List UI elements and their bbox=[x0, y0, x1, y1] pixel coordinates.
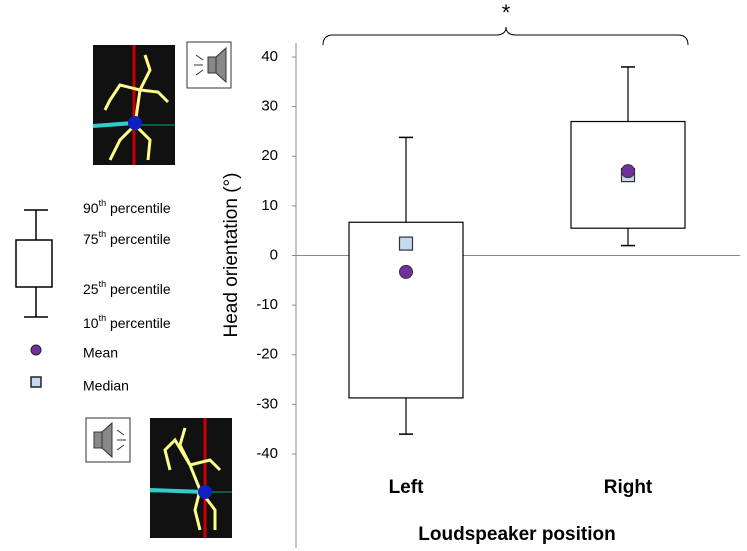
legend-label: Median bbox=[83, 378, 129, 394]
y-tick-label: 40 bbox=[261, 48, 278, 65]
mean-marker bbox=[399, 264, 413, 279]
legend-label: 25th percentile bbox=[83, 279, 171, 296]
skeleton-image-bottom bbox=[149, 418, 232, 538]
x-tick-label: Right bbox=[604, 477, 653, 498]
x-axis-label: Loudspeaker position bbox=[418, 524, 615, 545]
legend-mean-marker bbox=[30, 344, 42, 356]
y-tick-label: 0 bbox=[270, 246, 278, 263]
legend-label: 90th percentile bbox=[83, 198, 171, 215]
y-tick-label: -40 bbox=[256, 445, 278, 462]
skeleton-image-top bbox=[92, 45, 175, 165]
y-tick-label: 20 bbox=[261, 147, 278, 164]
legend-median-marker bbox=[30, 376, 42, 388]
legend-label: 75th percentile bbox=[83, 229, 171, 246]
y-tick-label: 30 bbox=[261, 98, 278, 115]
y-tick-label: -20 bbox=[256, 346, 278, 363]
speaker-icon-left bbox=[85, 417, 131, 463]
legend-label: Mean bbox=[83, 345, 118, 361]
y-axis-label: Head orientation (°) bbox=[221, 173, 242, 338]
significance-marker: * bbox=[502, 0, 511, 25]
y-tick-label: -10 bbox=[256, 296, 278, 313]
median-marker bbox=[398, 236, 414, 251]
legend-label: 10th percentile bbox=[83, 313, 171, 330]
x-tick-label: Left bbox=[389, 477, 425, 498]
speaker-icon-right bbox=[186, 41, 232, 89]
significance-bracket bbox=[322, 26, 689, 46]
mean-marker bbox=[621, 164, 635, 179]
box bbox=[348, 221, 464, 399]
y-tick-label: -30 bbox=[256, 395, 278, 412]
y-tick-label: 10 bbox=[261, 197, 278, 214]
legend-box-icon bbox=[15, 209, 53, 318]
